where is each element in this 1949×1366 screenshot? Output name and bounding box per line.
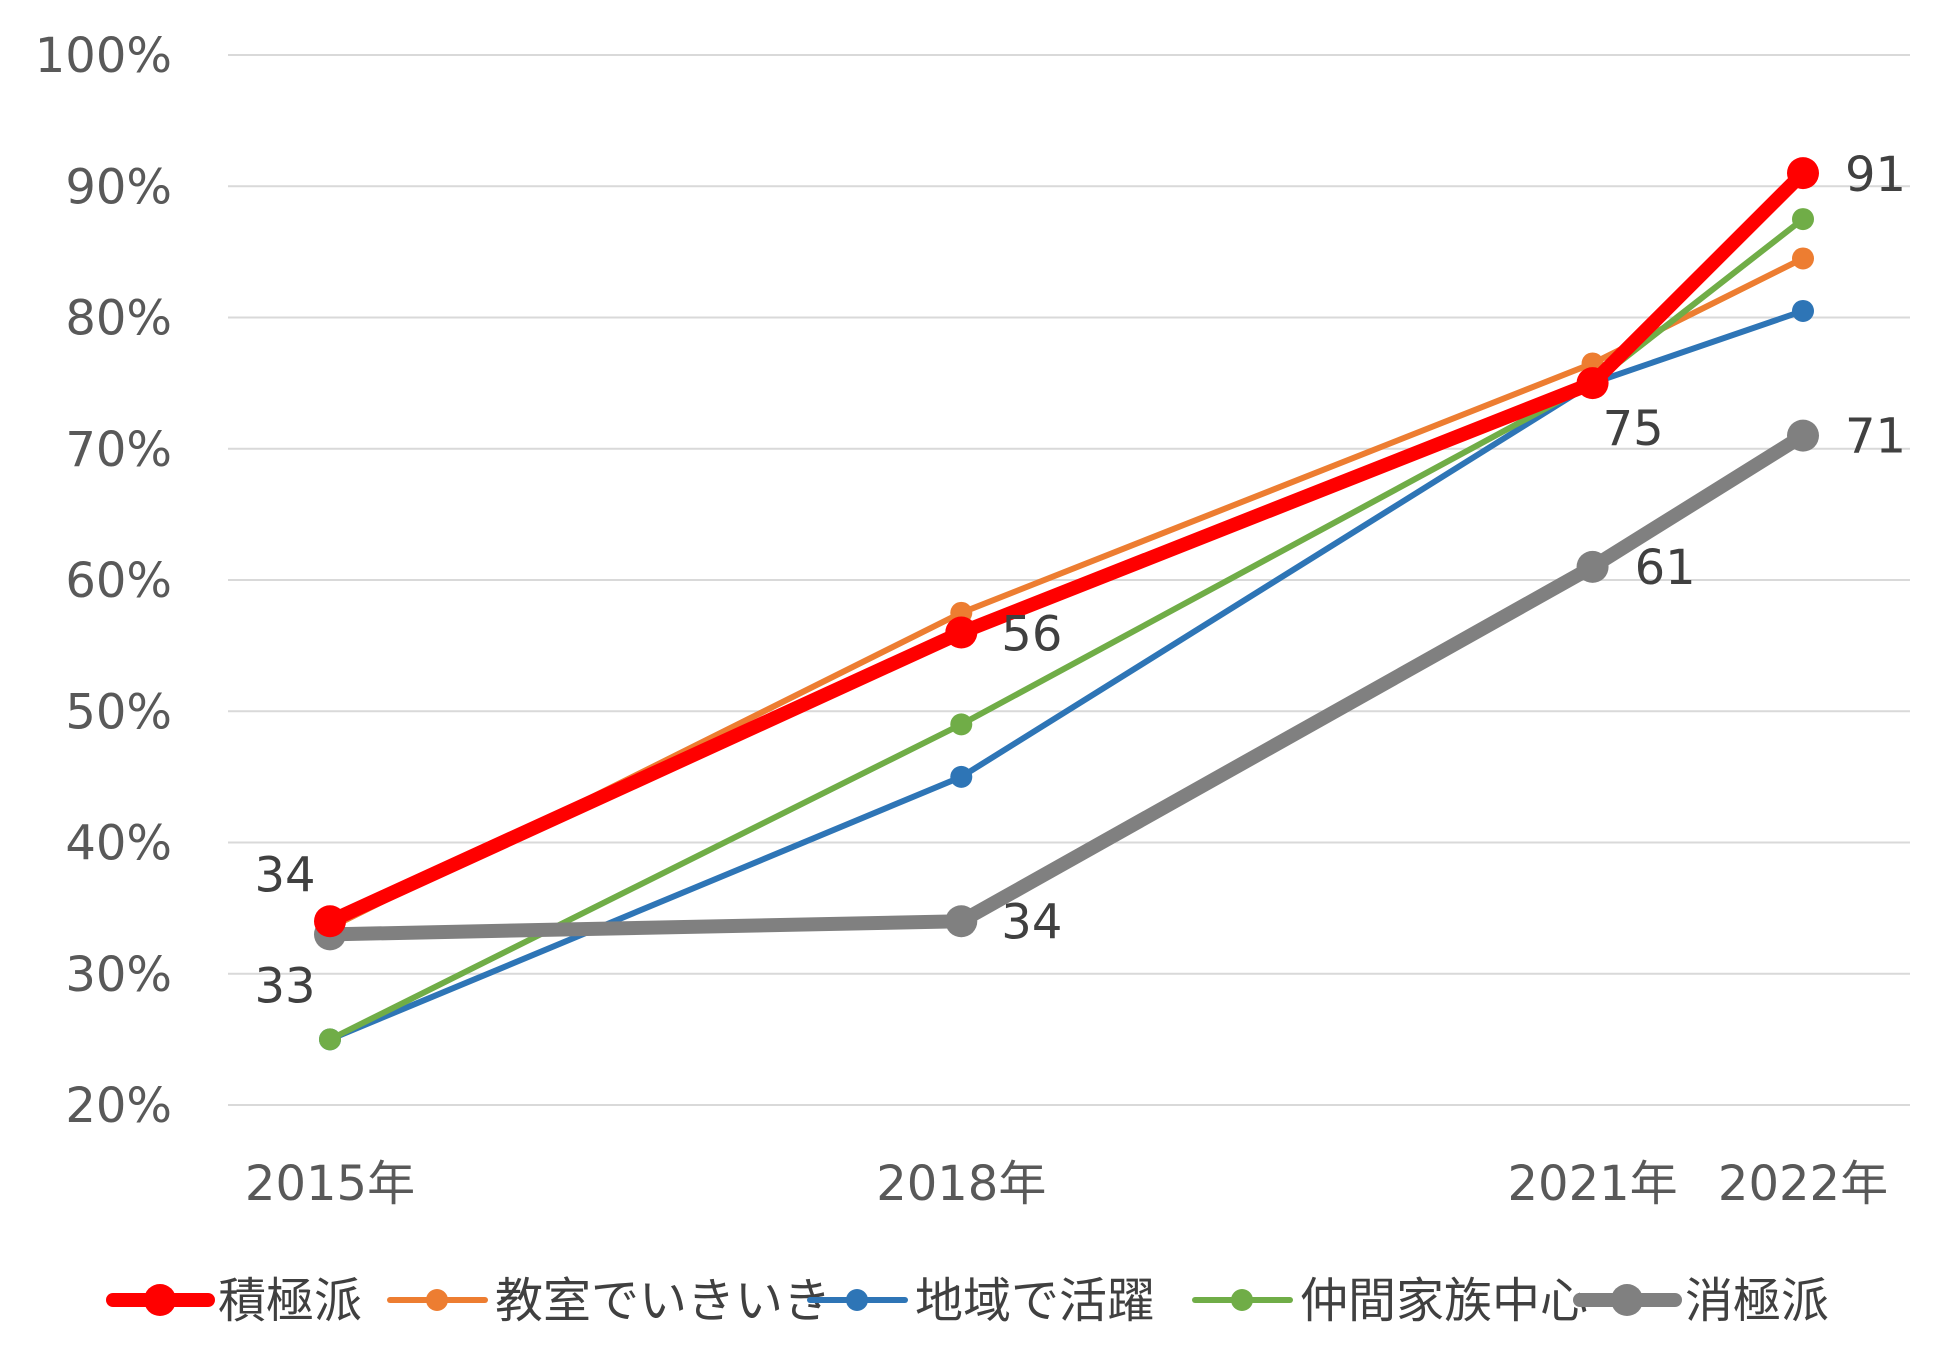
legend-item: 積極派 xyxy=(106,1273,362,1329)
data-point xyxy=(950,713,973,736)
legend-item: 消極派 xyxy=(1573,1273,1829,1329)
y-tick-label: 40% xyxy=(65,816,172,872)
legend-label: 消極派 xyxy=(1685,1273,1829,1329)
series-lines xyxy=(314,157,1819,1051)
legend-item: 教室でいきいき xyxy=(387,1273,831,1329)
data-point xyxy=(1792,299,1814,322)
y-tick-label: 80% xyxy=(65,291,172,347)
data-point xyxy=(1576,550,1609,583)
x-tick-label: 2021年 xyxy=(1507,1156,1677,1212)
y-tick-label: 50% xyxy=(65,684,172,740)
y-tick-label: 20% xyxy=(65,1078,172,1134)
series-line xyxy=(323,428,1810,942)
data-label: 71 xyxy=(1845,409,1906,465)
data-label: 75 xyxy=(1603,401,1664,457)
x-tick-label: 2018年 xyxy=(876,1156,1046,1212)
data-point xyxy=(1787,157,1819,190)
data-label: 91 xyxy=(1845,147,1906,203)
series-line xyxy=(327,307,1806,1043)
data-point xyxy=(1787,419,1819,452)
data-label: 34 xyxy=(254,847,315,903)
y-tick-label: 70% xyxy=(65,422,172,478)
data-point xyxy=(1792,247,1814,270)
data-labels: 34 56 75 91 33 34 61 71 xyxy=(254,147,1906,1014)
data-label: 34 xyxy=(1001,894,1062,950)
data-point xyxy=(319,1028,341,1051)
y-tick-label: 60% xyxy=(65,553,172,609)
series-line xyxy=(323,166,1810,929)
legend-swatch-marker xyxy=(846,1289,868,1311)
legend: 積極派 教室でいきいき 地域で活躍 仲間家族中心 消極派 xyxy=(106,1273,1829,1329)
legend-swatch-marker xyxy=(1231,1289,1253,1311)
x-axis-ticks: 2015年 2018年 2021年 2022年 xyxy=(245,1156,1888,1212)
data-label: 56 xyxy=(1001,607,1062,663)
data-point xyxy=(945,616,978,649)
y-tick-label: 30% xyxy=(65,947,172,1003)
x-tick-label: 2015年 xyxy=(245,1156,415,1212)
legend-swatch-marker xyxy=(1611,1284,1643,1316)
legend-label: 仲間家族中心 xyxy=(1300,1273,1588,1329)
data-point xyxy=(314,905,346,938)
legend-label: 地域で活躍 xyxy=(915,1273,1155,1329)
data-point xyxy=(1576,367,1609,400)
legend-label: 積極派 xyxy=(218,1273,362,1329)
legend-swatch-marker xyxy=(144,1284,176,1316)
legend-label: 教室でいきいき xyxy=(495,1273,831,1329)
y-tick-label: 100% xyxy=(35,28,172,84)
data-point xyxy=(950,765,973,788)
data-label: 61 xyxy=(1635,540,1696,596)
data-point xyxy=(1792,208,1814,231)
y-tick-label: 90% xyxy=(65,159,172,215)
x-tick-label: 2022年 xyxy=(1718,1156,1888,1212)
data-label: 33 xyxy=(254,958,315,1014)
legend-item: 地域で活躍 xyxy=(807,1273,1155,1329)
y-axis-ticks: 20% 30% 40% 50% 60% 70% 80% 90% 100% xyxy=(35,28,172,1134)
data-point xyxy=(945,905,978,938)
legend-item: 仲間家族中心 xyxy=(1192,1273,1588,1329)
series-line xyxy=(327,216,1806,1043)
legend-swatch-marker xyxy=(426,1289,448,1311)
